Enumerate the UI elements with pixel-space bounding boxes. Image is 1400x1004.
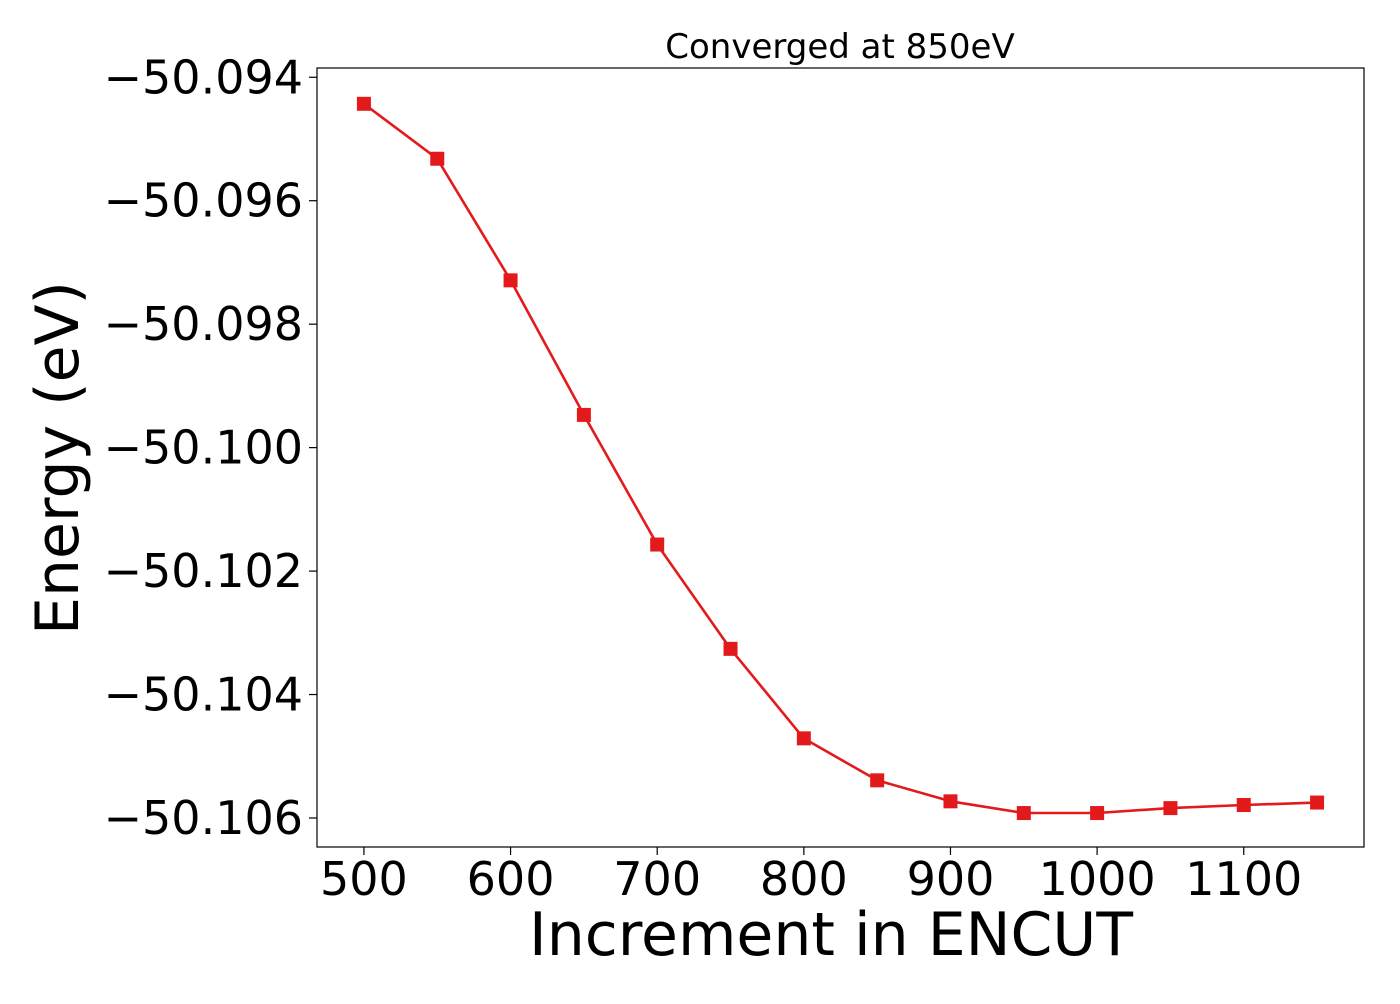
data-point bbox=[356, 96, 371, 111]
y-tick-label: −50.102 bbox=[104, 544, 304, 598]
plot-area: 500 600 700 800 900 1000 1100 −50.094 −50.096 −50… bbox=[104, 50, 1365, 906]
data-point bbox=[1236, 798, 1251, 813]
data-point bbox=[1310, 795, 1325, 810]
data-point bbox=[503, 273, 518, 288]
x-tick-label: 600 bbox=[467, 852, 555, 906]
data-point bbox=[870, 773, 885, 788]
x-tick-label: 700 bbox=[613, 852, 701, 906]
y-tick-label: −50.104 bbox=[104, 668, 304, 722]
data-point bbox=[1163, 801, 1178, 816]
data-point bbox=[1090, 806, 1105, 821]
y-tick-label: −50.100 bbox=[104, 421, 304, 475]
series-line bbox=[363, 102, 1318, 815]
data-point bbox=[1016, 806, 1031, 821]
data-point bbox=[576, 407, 591, 422]
x-tick-label: 500 bbox=[320, 852, 408, 906]
x-tick-label: 900 bbox=[907, 852, 995, 906]
data-point bbox=[723, 641, 738, 656]
plot-frame bbox=[316, 67, 1365, 848]
data-point bbox=[796, 731, 811, 746]
y-axis-label: Energy (eV) bbox=[23, 281, 93, 635]
chart-title: Converged at 850eV bbox=[665, 27, 1014, 67]
y-tick-label: −50.094 bbox=[104, 50, 304, 104]
y-tick-label: −50.096 bbox=[104, 174, 304, 228]
data-point bbox=[650, 537, 665, 552]
y-tick-label: −50.106 bbox=[104, 791, 304, 845]
x-tick-label: 1100 bbox=[1185, 852, 1302, 906]
x-axis-label: Increment in ENCUT bbox=[529, 900, 1133, 970]
y-tick-label: −50.098 bbox=[104, 297, 304, 351]
data-point bbox=[430, 151, 445, 166]
data-point bbox=[943, 794, 958, 809]
x-tick-label: 1000 bbox=[1039, 852, 1156, 906]
x-tick-label: 800 bbox=[760, 852, 848, 906]
